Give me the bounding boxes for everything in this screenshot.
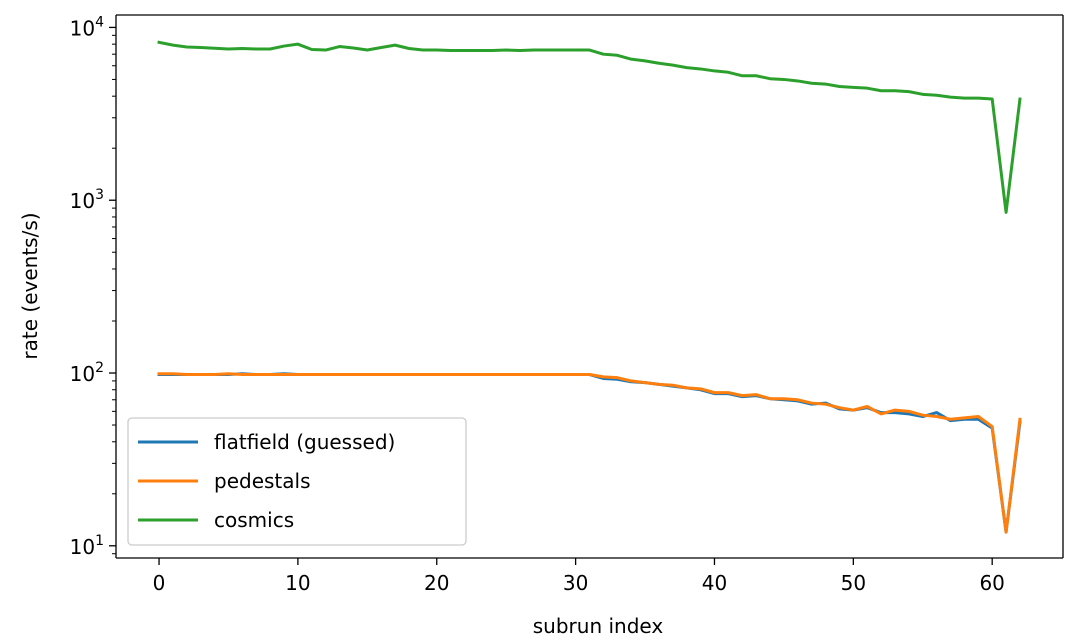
x-tick-label: 60 [979, 571, 1004, 595]
x-tick-label: 30 [563, 571, 588, 595]
x-tick-label: 40 [702, 571, 727, 595]
y-tick-label: 104 [70, 14, 104, 40]
legend-label: pedestals [214, 469, 311, 493]
legend-label: cosmics [214, 508, 294, 532]
x-axis-ticks: 0 10 20 30 40 50 60 [153, 558, 1005, 595]
series-line-pedestals [157, 372, 1022, 534]
legend-label: flatfield (guessed) [214, 430, 395, 454]
legend: flatfield (guessed) pedestals cosmics [127, 417, 467, 546]
axes-frame [115, 14, 1064, 559]
y-tick-label: 101 [70, 533, 104, 559]
y-axis-label: rate (events/s) [18, 212, 42, 359]
y-tick-label: 102 [70, 360, 104, 386]
x-tick-label: 50 [841, 571, 866, 595]
x-axis-label: subrun index [533, 614, 664, 638]
legend-box [127, 417, 467, 546]
x-tick-label: 20 [424, 571, 449, 595]
x-tick-label: 0 [153, 571, 166, 595]
y-axis-ticks: 101 102 103 104 [70, 14, 116, 559]
x-tick-label: 10 [285, 571, 310, 595]
series-layer [157, 40, 1022, 534]
y-tick-label: 103 [70, 187, 104, 213]
series-line-cosmics [157, 40, 1022, 214]
